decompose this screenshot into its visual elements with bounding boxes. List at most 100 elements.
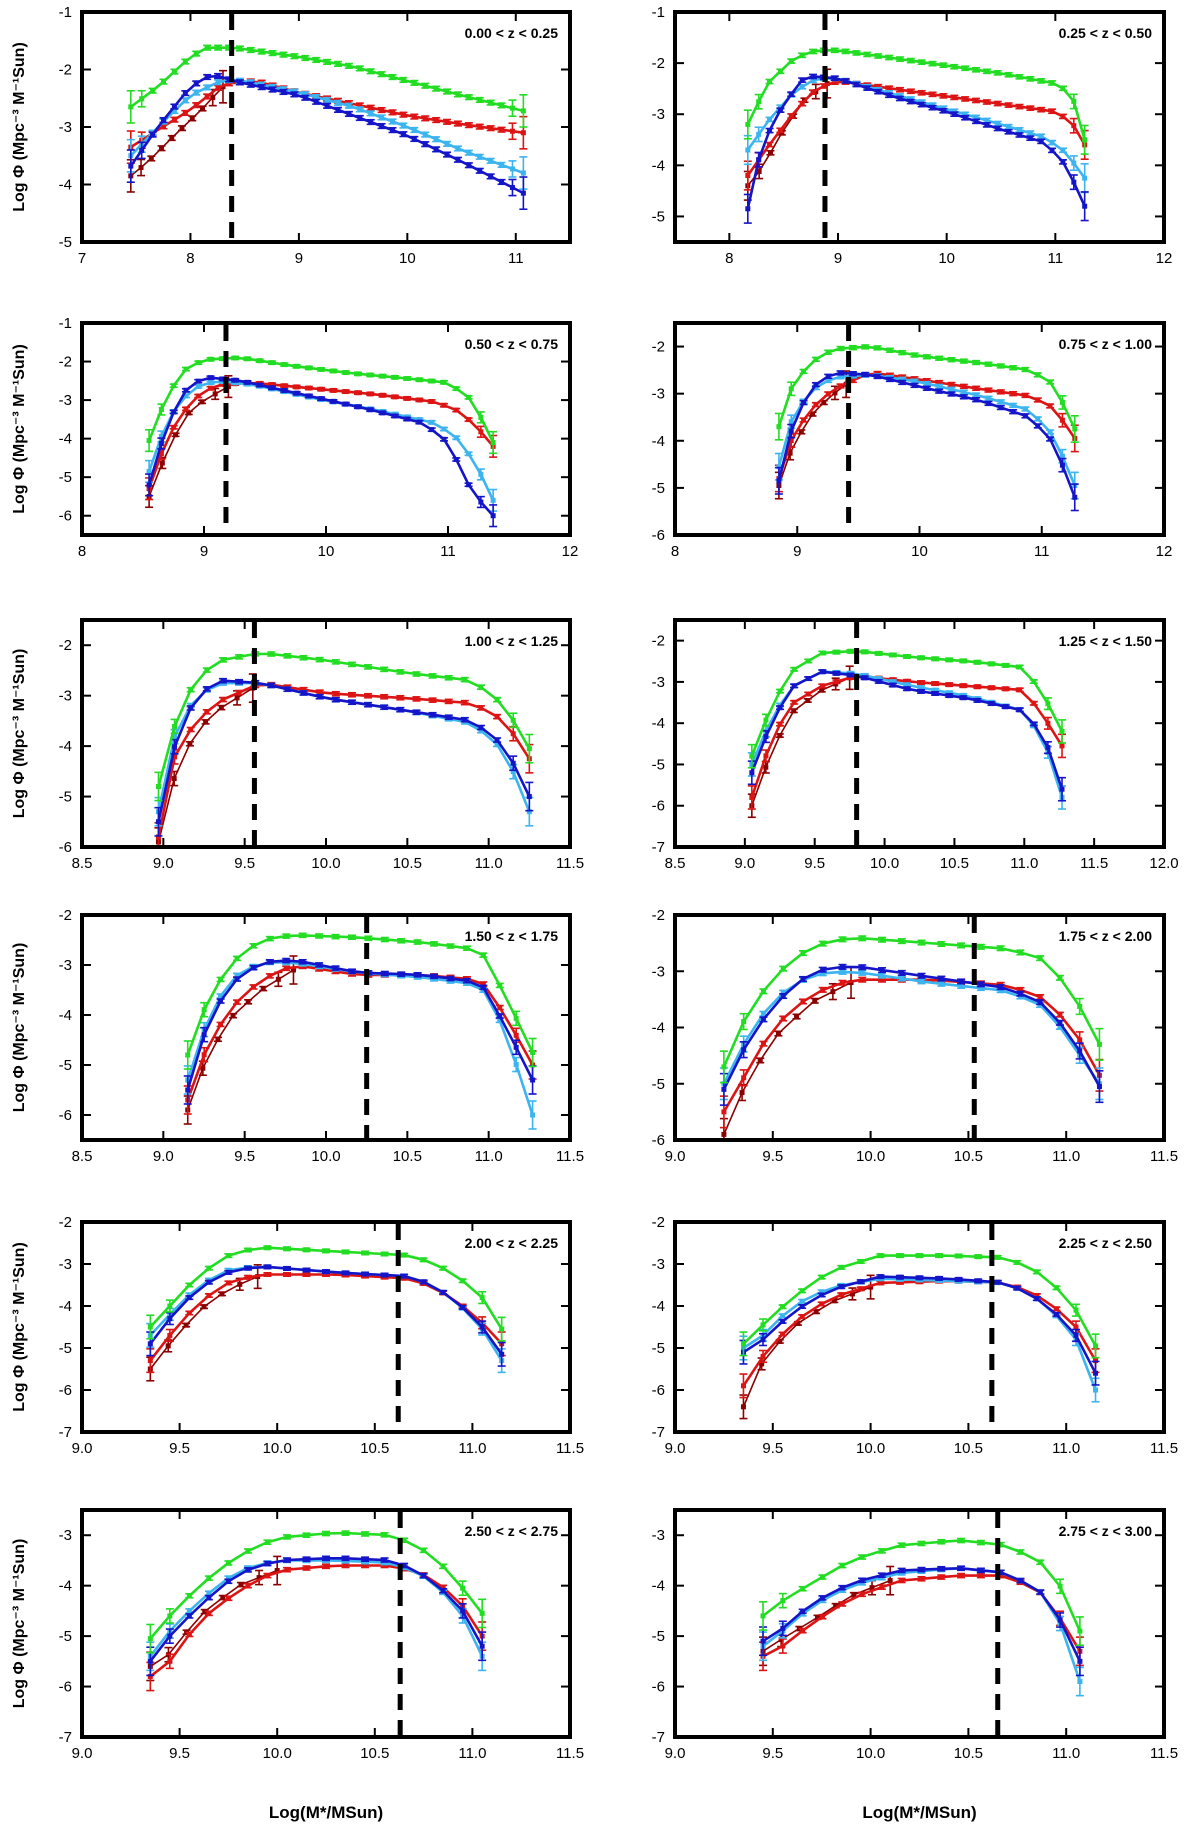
data-point (478, 471, 484, 477)
y-tick-label: -6 (59, 839, 72, 856)
data-point (760, 1016, 766, 1022)
data-point (499, 1351, 505, 1357)
y-tick-label: -5 (59, 234, 72, 251)
data-point (998, 405, 1004, 411)
y-tick-label: -4 (59, 431, 72, 448)
data-point (776, 424, 782, 430)
data-point (763, 734, 769, 740)
data-point (462, 677, 468, 683)
y-tick-label: -5 (652, 1076, 665, 1093)
data-point (270, 50, 276, 56)
data-point (912, 382, 918, 388)
data-point (382, 971, 388, 977)
data-point (355, 371, 361, 377)
series-line-sample_e (742, 1286, 871, 1408)
data-point (206, 1293, 212, 1298)
data-point (185, 1087, 191, 1093)
x-tick-label: 11.0 (1010, 855, 1038, 872)
data-point (760, 1011, 766, 1017)
series-line-sample_d (186, 965, 534, 1101)
panel-frame (80, 913, 572, 1142)
data-point (1037, 955, 1043, 961)
x-tick-label: 9.5 (169, 1745, 190, 1762)
data-point (897, 1274, 903, 1280)
data-point (186, 1295, 192, 1301)
data-point (1010, 402, 1016, 408)
data-point (801, 368, 807, 374)
data-point (958, 942, 964, 948)
data-point (838, 370, 844, 376)
data-point (1049, 108, 1055, 114)
data-point (995, 1279, 1001, 1285)
data-point (204, 45, 210, 51)
series-line-sample_b (149, 1265, 503, 1356)
data-point (478, 499, 484, 505)
data-point (150, 132, 156, 138)
data-point (757, 1057, 763, 1063)
data-point (234, 955, 240, 961)
data-point (763, 753, 769, 759)
data-point (433, 86, 439, 92)
data-point (488, 100, 494, 106)
data-point (899, 376, 905, 382)
data-point (193, 90, 199, 96)
series-line-sample_c (777, 373, 1076, 487)
y-tick-label: -3 (652, 963, 665, 980)
data-point (1035, 372, 1041, 378)
data-point (509, 166, 515, 172)
data-point (401, 1273, 407, 1279)
data-point (355, 390, 361, 396)
data-point (264, 1245, 270, 1251)
data-point (1077, 1003, 1083, 1009)
x-tick-label: 9 (793, 543, 801, 560)
x-tick-label: 11.5 (1150, 1440, 1178, 1457)
data-point (1060, 159, 1066, 165)
data-point (936, 1275, 942, 1281)
data-point (357, 106, 363, 112)
data-point (368, 68, 374, 74)
series-group (739, 1253, 1100, 1420)
data-point (343, 389, 349, 395)
y-tick-label: -7 (652, 839, 665, 856)
y-tick-label: -5 (652, 1340, 665, 1357)
data-point (440, 1584, 446, 1590)
panel-frame (80, 321, 572, 537)
data-point (998, 363, 1004, 369)
data-point (182, 59, 188, 65)
data-point (381, 694, 387, 700)
data-point (317, 657, 323, 663)
data-point (1031, 700, 1037, 706)
data-point (740, 1404, 746, 1410)
x-tick-label: 10.0 (263, 1440, 292, 1457)
data-point (264, 1573, 270, 1579)
data-point (200, 1065, 206, 1071)
data-point (368, 119, 374, 125)
data-point (978, 985, 984, 991)
series-line-sample_e (130, 86, 224, 177)
data-point (167, 1658, 173, 1664)
data-point (343, 401, 349, 407)
panel-frame (80, 10, 572, 244)
data-point (805, 691, 811, 697)
data-point (380, 392, 386, 398)
data-point (788, 438, 794, 444)
y-tick-label: -2 (652, 907, 665, 924)
x-tick-label: 10.0 (263, 1745, 292, 1762)
data-point (324, 103, 330, 109)
data-point (833, 649, 839, 655)
panel-title: 1.00 < z < 1.25 (465, 633, 559, 649)
data-point (1045, 720, 1051, 726)
data-point (1035, 416, 1041, 422)
data-point (234, 976, 240, 982)
data-point (838, 1284, 844, 1290)
data-point (218, 705, 224, 711)
data-point (275, 976, 281, 982)
data-point (466, 451, 472, 457)
data-point (245, 1583, 251, 1589)
data-point (323, 1563, 329, 1569)
data-point (259, 49, 265, 55)
data-point (480, 952, 486, 958)
data-point (204, 93, 210, 99)
data-point (397, 707, 403, 713)
data-point (777, 733, 783, 739)
